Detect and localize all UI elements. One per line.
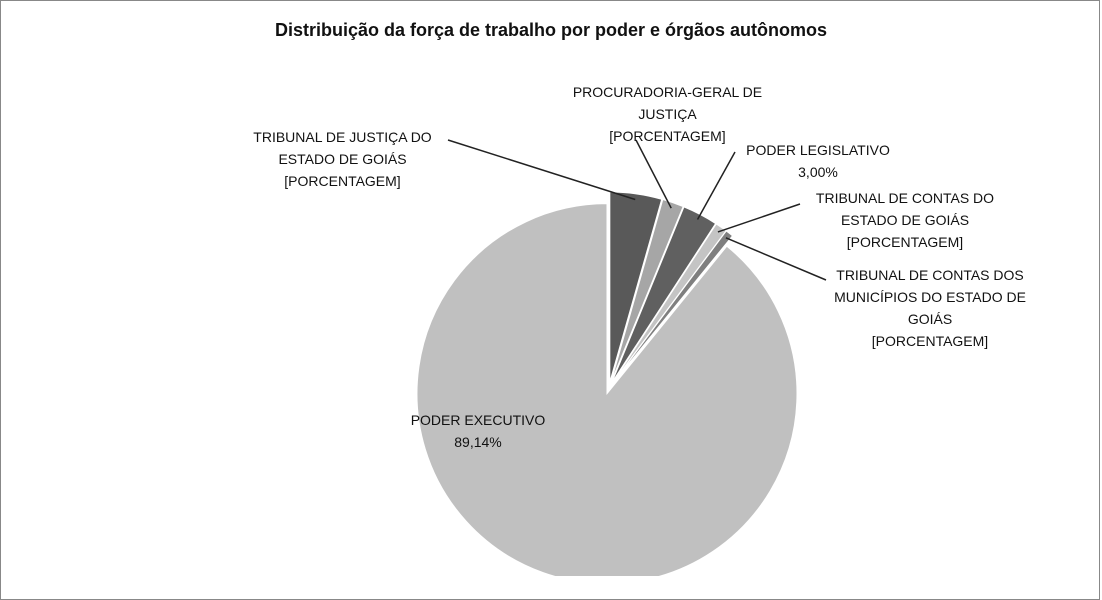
data-label: PODER EXECUTIVO 89,14% [378, 409, 578, 453]
category-label: TRIBUNAL DE JUSTIÇA DO ESTADO DE GOIÁS [253, 129, 432, 167]
leader-line [447, 139, 636, 201]
category-label: PODER EXECUTIVO [410, 412, 546, 428]
category-label: PROCURADORIA-GERAL DE JUSTIÇA [572, 84, 763, 122]
chart-title: Distribuição da força de trabalho por po… [274, 20, 828, 40]
category-label: TRIBUNAL DE CONTAS DOS MUNICÍPIOS DO EST… [834, 267, 1026, 327]
data-label: TRIBUNAL DE JUSTIÇA DO ESTADO DE GOIÁS [P… [230, 126, 455, 192]
data-label: PROCURADORIA-GERAL DE JUSTIÇA [PORCENTAGE… [560, 81, 775, 147]
value-label: 89,14% [454, 434, 502, 450]
value-label: [PORCENTAGEM] [846, 234, 964, 250]
category-label: TRIBUNAL DE CONTAS DO ESTADO DE GOIÁS [815, 190, 995, 228]
pie-chart [416, 139, 827, 576]
pie-slice [416, 203, 798, 576]
data-label: TRIBUNAL DE CONTAS DO ESTADO DE GOIÁS [PO… [800, 187, 1010, 253]
value-label: [PORCENTAGEM] [284, 173, 401, 189]
value-label: [PORCENTAGEM] [609, 128, 726, 144]
pie-slice [612, 230, 734, 384]
value-label: [PORCENTAGEM] [871, 333, 989, 349]
leader-line [696, 151, 736, 220]
value-label: 3,00% [798, 164, 838, 180]
leader-line [725, 237, 827, 281]
category-label: PODER LEGISLATIVO [746, 142, 890, 158]
data-label: TRIBUNAL DE CONTAS DOS MUNICÍPIOS DO EST… [820, 264, 1040, 352]
data-label: PODER LEGISLATIVO 3,00% [738, 139, 898, 183]
leader-line [635, 139, 672, 209]
pie-slice [610, 198, 684, 383]
leader-line [717, 203, 801, 233]
